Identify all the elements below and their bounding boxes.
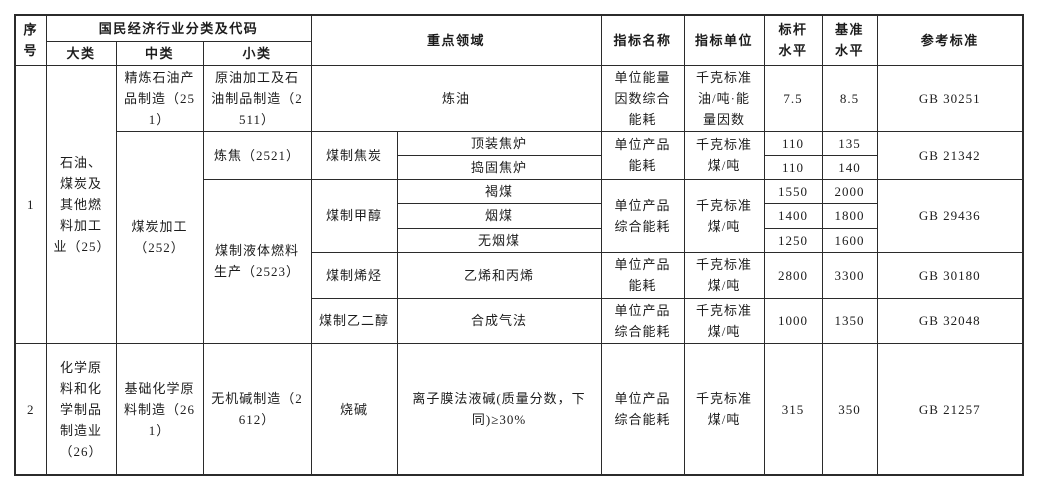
indicator-unit-cell: 千克标准煤/吨 <box>683 251 765 299</box>
baseline-value-cell: 8.5 <box>821 64 878 132</box>
document-table-container: 序号 国民经济行业分类及代码 重点领域 指标名称 指标单位 标杆水平 基准水平 … <box>14 14 1025 477</box>
minor-category-cell: 煤制液体燃料生产（2523） <box>202 178 312 344</box>
key-area-sub-cell: 褐煤 <box>396 178 602 204</box>
baseline-value-cell: 350 <box>821 342 878 476</box>
baseline-value-cell: 1800 <box>821 202 878 229</box>
benchmark-value-cell: 2800 <box>763 251 823 299</box>
indicator-unit-cell: 千克标准油/吨·能量因数 <box>683 64 765 132</box>
table-row: 捣固焦炉 110 140 <box>15 154 1023 180</box>
header-indicator-name: 指标名称 <box>600 14 685 66</box>
header-baseline-level: 基准水平 <box>821 14 878 66</box>
indicator-unit-cell: 千克标准煤/吨 <box>683 297 765 344</box>
key-area-sub-cell: 离子膜法液碱(质量分数，下同)≥30% <box>396 342 602 476</box>
table-row: 煤制乙二醇 合成气法 单位产品综合能耗 千克标准煤/吨 1000 1350 GB… <box>15 297 1024 344</box>
key-area-cell: 煤制烯烃 <box>310 251 398 299</box>
header-major-category: 大类 <box>45 40 117 66</box>
benchmark-value-cell: 110 <box>763 130 823 156</box>
table-row: 烟煤 1400 1800 <box>15 202 1023 229</box>
indicator-unit-cell: 千克标准煤/吨 <box>683 342 765 476</box>
table-row: 1 石油、煤炭及其他燃料加工业（25） 精炼石油产品制造（251） 原油加工及石… <box>14 64 1024 344</box>
minor-category-cell: 原油加工及石油制品制造（2511） <box>202 64 312 132</box>
baseline-value-cell: 135 <box>821 130 878 156</box>
key-area-sub-cell: 无烟煤 <box>396 227 602 253</box>
benchmark-value-cell: 315 <box>763 342 823 476</box>
medium-category-cell: 精炼石油产品制造（251） <box>115 64 204 132</box>
indicator-name-cell: 单位产品综合能耗 <box>600 342 685 476</box>
indicator-name-cell: 单位产品综合能耗 <box>600 178 685 253</box>
table-row: 煤制烯烃 乙烯和丙烯 单位产品能耗 千克标准煤/吨 2800 3300 GB 3… <box>15 251 1024 299</box>
indicator-name-cell: 单位能量因数综合能耗 <box>600 64 685 132</box>
medium-category-cell: 煤炭加工（252） <box>115 130 204 344</box>
benchmark-value-cell: 1400 <box>763 202 823 229</box>
energy-benchmark-table: 序号 国民经济行业分类及代码 重点领域 指标名称 指标单位 标杆水平 基准水平 … <box>14 14 1025 477</box>
reference-standard-cell: GB 29436 <box>876 178 1024 253</box>
indicator-name-cell: 单位产品能耗 <box>600 251 685 299</box>
reference-standard-cell: GB 21257 <box>876 342 1024 476</box>
baseline-value-cell: 140 <box>821 154 878 180</box>
header-medium-category: 中类 <box>115 40 204 66</box>
serial-cell: 1 <box>14 64 47 344</box>
header-benchmark-level: 标杆水平 <box>763 14 823 66</box>
serial-cell: 2 <box>14 342 47 476</box>
reference-standard-cell: GB 30251 <box>876 64 1024 132</box>
header-key-area: 重点领域 <box>310 14 602 66</box>
key-area-cell: 炼油 <box>310 64 602 132</box>
major-category-cell: 化学原料和化学制品制造业（26） <box>45 342 117 476</box>
header-serial-no: 序号 <box>14 14 47 66</box>
header-indicator-unit: 指标单位 <box>683 14 765 66</box>
key-area-cell: 煤制焦炭 <box>310 130 398 180</box>
key-area-sub-cell: 合成气法 <box>396 297 602 344</box>
reference-standard-cell: GB 30180 <box>876 251 1024 299</box>
benchmark-value-cell: 7.5 <box>763 64 823 132</box>
key-area-cell: 烧碱 <box>310 342 398 476</box>
minor-category-cell: 炼焦（2521） <box>202 130 312 180</box>
baseline-value-cell: 1350 <box>821 297 878 344</box>
key-area-sub-cell: 烟煤 <box>396 202 602 229</box>
indicator-name-cell: 单位产品综合能耗 <box>600 297 685 344</box>
key-area-cell: 煤制乙二醇 <box>310 297 398 344</box>
key-area-cell: 煤制甲醇 <box>310 178 398 253</box>
reference-standard-cell: GB 21342 <box>876 130 1024 180</box>
baseline-value-cell: 2000 <box>821 178 878 204</box>
benchmark-value-cell: 1250 <box>763 227 823 253</box>
baseline-value-cell: 1600 <box>821 227 878 253</box>
header-industry-classification: 国民经济行业分类及代码 <box>45 14 312 42</box>
indicator-name-cell: 单位产品能耗 <box>600 130 685 180</box>
key-area-sub-cell: 顶装焦炉 <box>396 130 602 156</box>
key-area-sub-cell: 捣固焦炉 <box>396 154 602 180</box>
key-area-sub-cell: 乙烯和丙烯 <box>396 251 602 299</box>
header-minor-category: 小类 <box>202 40 312 66</box>
indicator-unit-cell: 千克标准煤/吨 <box>683 130 765 180</box>
table-row: 煤炭加工（252） 炼焦（2521） 煤制焦炭 顶装焦炉 单位产品能耗 千克标准… <box>15 130 1024 344</box>
benchmark-value-cell: 110 <box>763 154 823 180</box>
medium-category-cell: 基础化学原料制造（261） <box>115 342 204 476</box>
baseline-value-cell: 3300 <box>821 251 878 299</box>
benchmark-value-cell: 1000 <box>763 297 823 344</box>
header-reference-standard: 参考标准 <box>876 14 1024 66</box>
table-row: 煤制液体燃料生产（2523） 煤制甲醇 褐煤 单位产品综合能耗 千克标准煤/吨 … <box>15 178 1024 344</box>
reference-standard-cell: GB 32048 <box>876 297 1024 344</box>
benchmark-value-cell: 1550 <box>763 178 823 204</box>
table-row: 无烟煤 1250 1600 <box>15 227 1023 253</box>
table-row: 2 化学原料和化学制品制造业（26） 基础化学原料制造（261） 无机碱制造（2… <box>14 342 1024 476</box>
major-category-cell: 石油、煤炭及其他燃料加工业（25） <box>45 64 117 344</box>
indicator-unit-cell: 千克标准煤/吨 <box>683 178 765 253</box>
minor-category-cell: 无机碱制造（2612） <box>202 342 312 476</box>
